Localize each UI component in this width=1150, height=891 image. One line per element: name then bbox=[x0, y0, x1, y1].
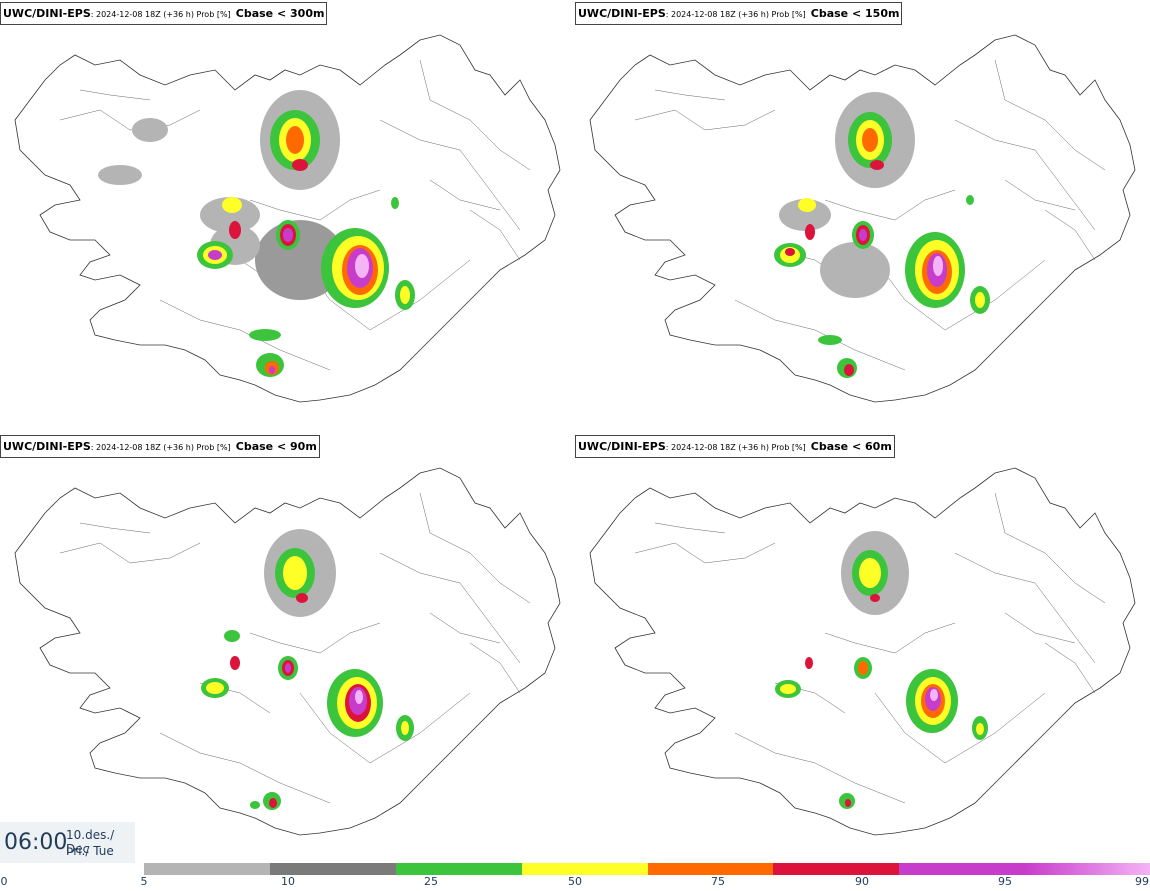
map-panel-150m: UWC/DINI-EPS: 2024-12-08 18Z (+36 h) Pro… bbox=[575, 0, 1150, 430]
colorbar-segment bbox=[899, 863, 1026, 875]
map-panel-90m: UWC/DINI-EPS: 2024-12-08 18Z (+36 h) Pro… bbox=[0, 433, 575, 863]
colorbar-tick: 25 bbox=[424, 875, 438, 888]
run-info: : 2024-12-08 18Z (+36 h) Prob [%] bbox=[90, 10, 231, 19]
variable-label: Cbase < 300m bbox=[235, 7, 325, 20]
map-panel-300m: UWC/DINI-EPS: 2024-12-08 18Z (+36 h) Pro… bbox=[0, 0, 575, 430]
colorbar-segment bbox=[773, 863, 900, 875]
colorbar-tick: 90 bbox=[855, 875, 869, 888]
run-info: : 2024-12-08 18Z (+36 h) Prob [%] bbox=[665, 10, 806, 19]
run-info: : 2024-12-08 18Z (+36 h) Prob [%] bbox=[90, 443, 231, 452]
colorbar-tick: 99 bbox=[1135, 875, 1149, 888]
iceland-map bbox=[589, 467, 1136, 836]
panel-title: UWC/DINI-EPS: 2024-12-08 18Z (+36 h) Pro… bbox=[575, 435, 895, 458]
variable-label: Cbase < 150m bbox=[810, 7, 900, 20]
model-name: UWC/DINI-EPS bbox=[3, 7, 91, 20]
colorbar-segment bbox=[521, 863, 648, 875]
colorbar-segment bbox=[647, 863, 774, 875]
colorbar-segment bbox=[269, 863, 396, 875]
colorbar-tick: 50 bbox=[568, 875, 582, 888]
probability-colorbar bbox=[144, 863, 1150, 875]
colorbar-tick: 10 bbox=[281, 875, 295, 888]
valid-time-box: 06:00 10.des./ Dec Þri./ Tue bbox=[0, 822, 135, 863]
panel-title: UWC/DINI-EPS: 2024-12-08 18Z (+36 h) Pro… bbox=[0, 435, 320, 458]
model-name: UWC/DINI-EPS bbox=[578, 7, 666, 20]
iceland-map bbox=[14, 467, 561, 836]
panel-title: UWC/DINI-EPS: 2024-12-08 18Z (+36 h) Pro… bbox=[575, 2, 903, 25]
time-clock: 06:00 bbox=[4, 830, 68, 855]
map-panel-60m: UWC/DINI-EPS: 2024-12-08 18Z (+36 h) Pro… bbox=[575, 433, 1150, 863]
variable-label: Cbase < 60m bbox=[810, 440, 892, 453]
colorbar-tick: 0 bbox=[0, 875, 8, 888]
colorbar-segment bbox=[395, 863, 522, 875]
time-date: 10.des./ Dec bbox=[66, 828, 115, 856]
model-name: UWC/DINI-EPS bbox=[3, 440, 91, 453]
variable-label: Cbase < 90m bbox=[235, 440, 317, 453]
run-info: : 2024-12-08 18Z (+36 h) Prob [%] bbox=[665, 443, 806, 452]
colorbar-tick: 5 bbox=[140, 875, 148, 888]
colorbar-tick: 75 bbox=[711, 875, 725, 888]
iceland-map bbox=[589, 34, 1136, 403]
panel-title: UWC/DINI-EPS: 2024-12-08 18Z (+36 h) Pro… bbox=[0, 2, 328, 25]
colorbar-segment bbox=[144, 863, 270, 875]
iceland-map bbox=[14, 34, 561, 403]
colorbar-tick: 95 bbox=[998, 875, 1012, 888]
time-day: Þri./ Tue bbox=[66, 844, 114, 858]
colorbar-segment bbox=[1025, 863, 1150, 875]
model-name: UWC/DINI-EPS bbox=[578, 440, 666, 453]
